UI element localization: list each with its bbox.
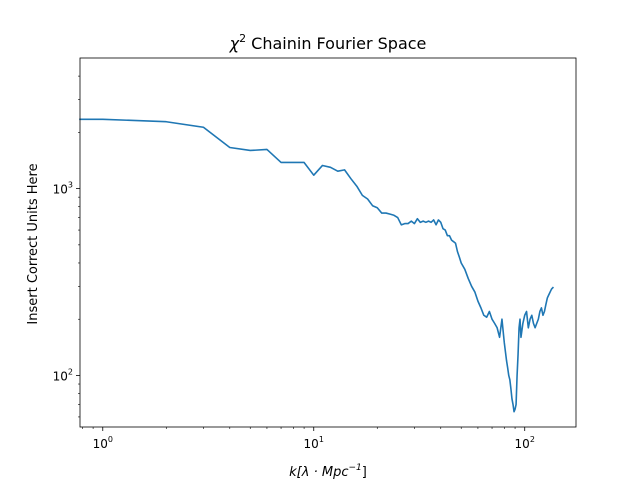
y-tick-label-base: 10 [53,183,68,197]
x-tick-label-exponent: 2 [530,435,535,444]
title-superscript: 2 [239,32,246,45]
title-symbol: χ [229,34,240,53]
x-tick-label-base: 10 [304,437,319,451]
y-tick-label: 102 [53,367,73,383]
y-tick-label-exponent: 2 [68,367,73,376]
major-ticks [76,188,526,431]
x-tick-label: 102 [515,435,535,451]
x-axis-label: k[λ · Mpc−1] [289,463,367,480]
x-tick-labels: 100 101 102 [93,435,535,451]
x-tick-label-base: 10 [515,437,530,451]
x-tick-label: 101 [304,435,324,451]
x-tick-label-exponent: 1 [319,435,324,444]
x-axis-label-prefix: k[λ · Mpc [289,465,348,480]
y-tick-label: 103 [53,181,73,197]
plot-area [76,57,577,431]
y-tick-label-base: 10 [53,369,68,383]
title-text: Chainin Fourier Space [246,34,426,53]
x-axis-label-superscript: −1 [348,463,361,473]
series-line [79,118,555,413]
y-axis-label: Insert Correct Units Here [26,163,41,324]
x-tick-label-base: 10 [93,437,108,451]
x-axis-label-suffix: ] [362,465,367,480]
x-tick-label-exponent: 0 [108,435,113,444]
x-tick-label: 100 [93,435,113,451]
axes-frame [79,57,577,428]
chart-title: χ2 Chainin Fourier Space [229,32,427,53]
y-tick-label-exponent: 3 [68,181,73,190]
